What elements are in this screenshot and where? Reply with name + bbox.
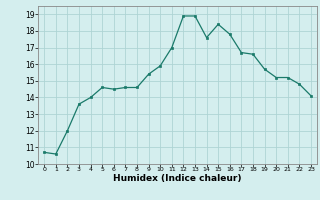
X-axis label: Humidex (Indice chaleur): Humidex (Indice chaleur) <box>113 174 242 183</box>
